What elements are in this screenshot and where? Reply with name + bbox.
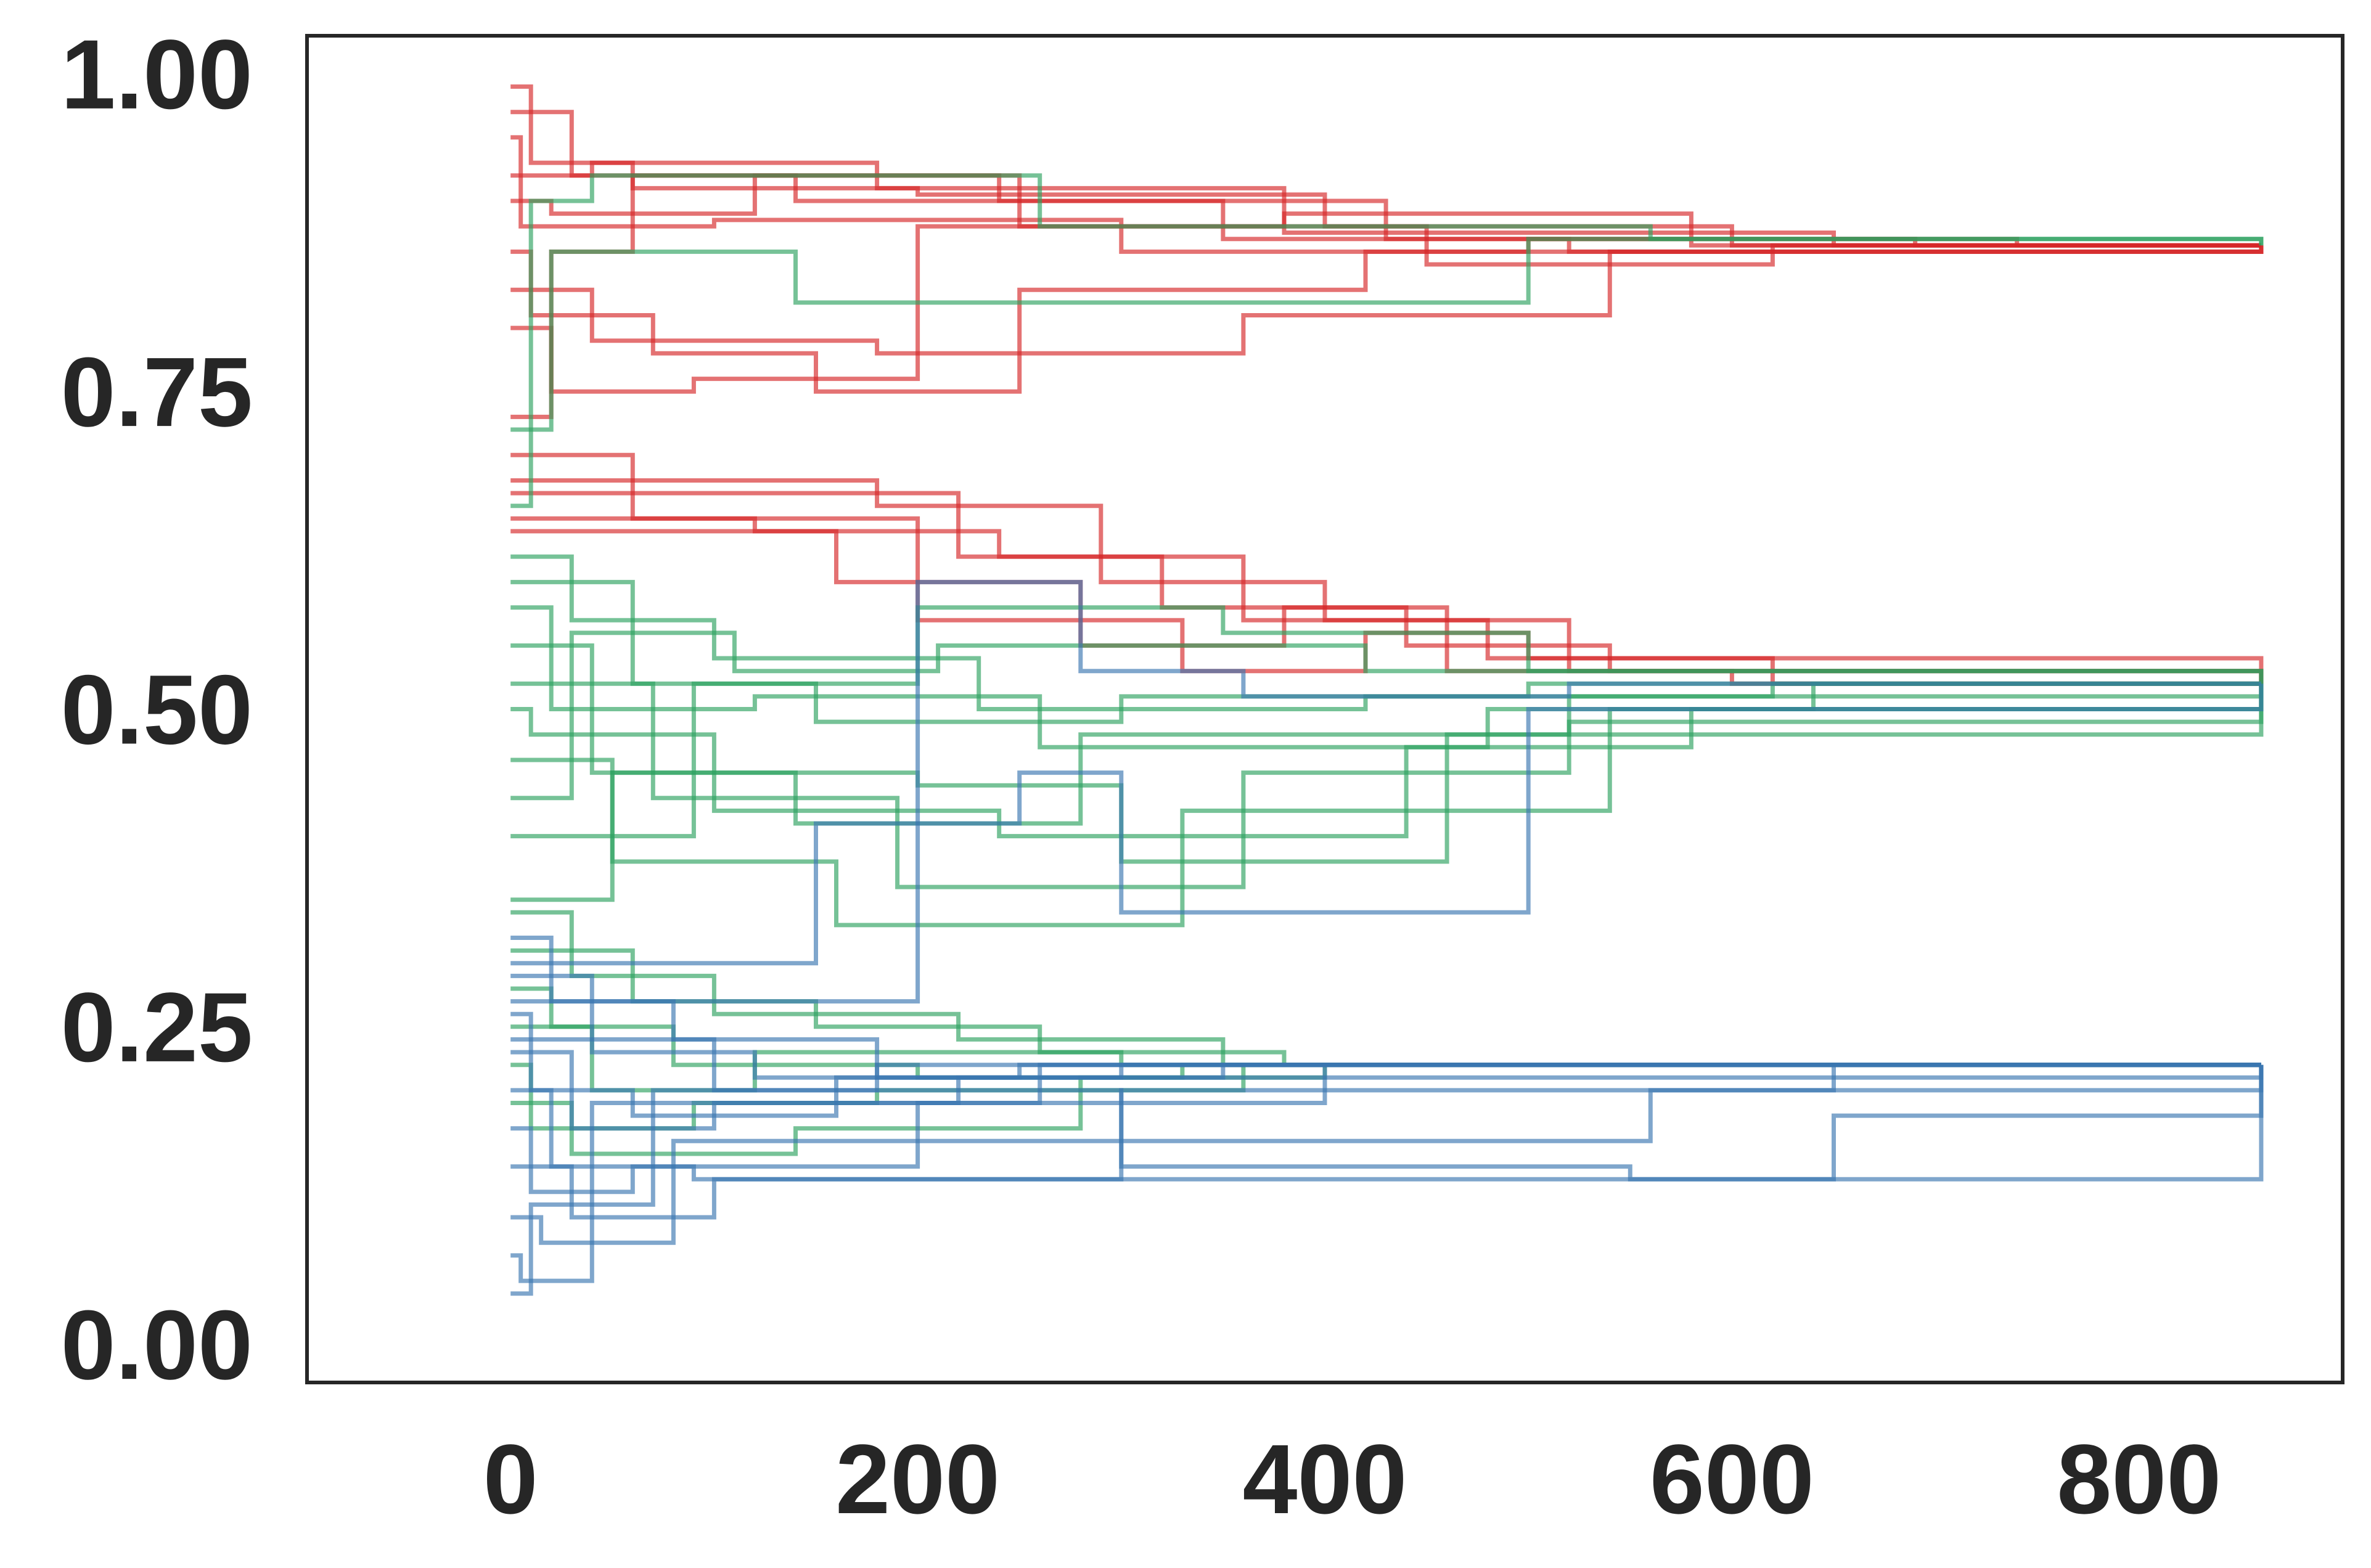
series-line-blue-42 [510, 684, 2264, 966]
x-axis-ticks: 0 200 400 600 800 [483, 1424, 2222, 1534]
x-tick-label: 400 [1243, 1424, 1407, 1534]
y-tick-label: 0.00 [61, 1289, 253, 1400]
series-line-green-26 [510, 948, 2261, 1068]
series-line-green-18 [510, 681, 2264, 889]
series-line-blue-43 [510, 579, 2261, 1004]
series-line-blue-41 [510, 1063, 2261, 1296]
plot-frame [305, 34, 2344, 1384]
series-line-blue-38 [510, 1064, 2264, 1220]
series-line-green-27 [510, 986, 2261, 1080]
x-tick-label: 800 [2057, 1424, 2221, 1534]
series-line-blue-44 [510, 1037, 2264, 1182]
series-line-blue-40 [510, 1063, 2261, 1283]
y-tick-label: 0.75 [61, 337, 253, 447]
y-tick-label: 1.00 [61, 19, 253, 129]
series-line-red-6 [510, 245, 2264, 356]
y-tick-label: 0.50 [61, 655, 253, 765]
series-line-green-17 [510, 643, 2264, 826]
series-layer [510, 84, 2264, 1296]
series-line-blue-37 [510, 1063, 2261, 1194]
series-line-green-24 [510, 237, 2264, 432]
series-line-blue-32 [510, 936, 2261, 1080]
series-line-blue-39 [510, 1063, 2261, 1245]
series-line-green-16 [510, 605, 2261, 749]
x-tick-label: 600 [1650, 1424, 1814, 1534]
series-line-red-0 [510, 84, 2261, 248]
x-tick-label: 200 [835, 1424, 1000, 1534]
series-line-green-22 [510, 605, 2264, 839]
x-tick-label: 0 [483, 1424, 538, 1534]
y-axis-ticks: 0.00 0.25 0.50 0.75 1.00 [61, 19, 253, 1400]
y-tick-label: 0.25 [61, 972, 253, 1082]
